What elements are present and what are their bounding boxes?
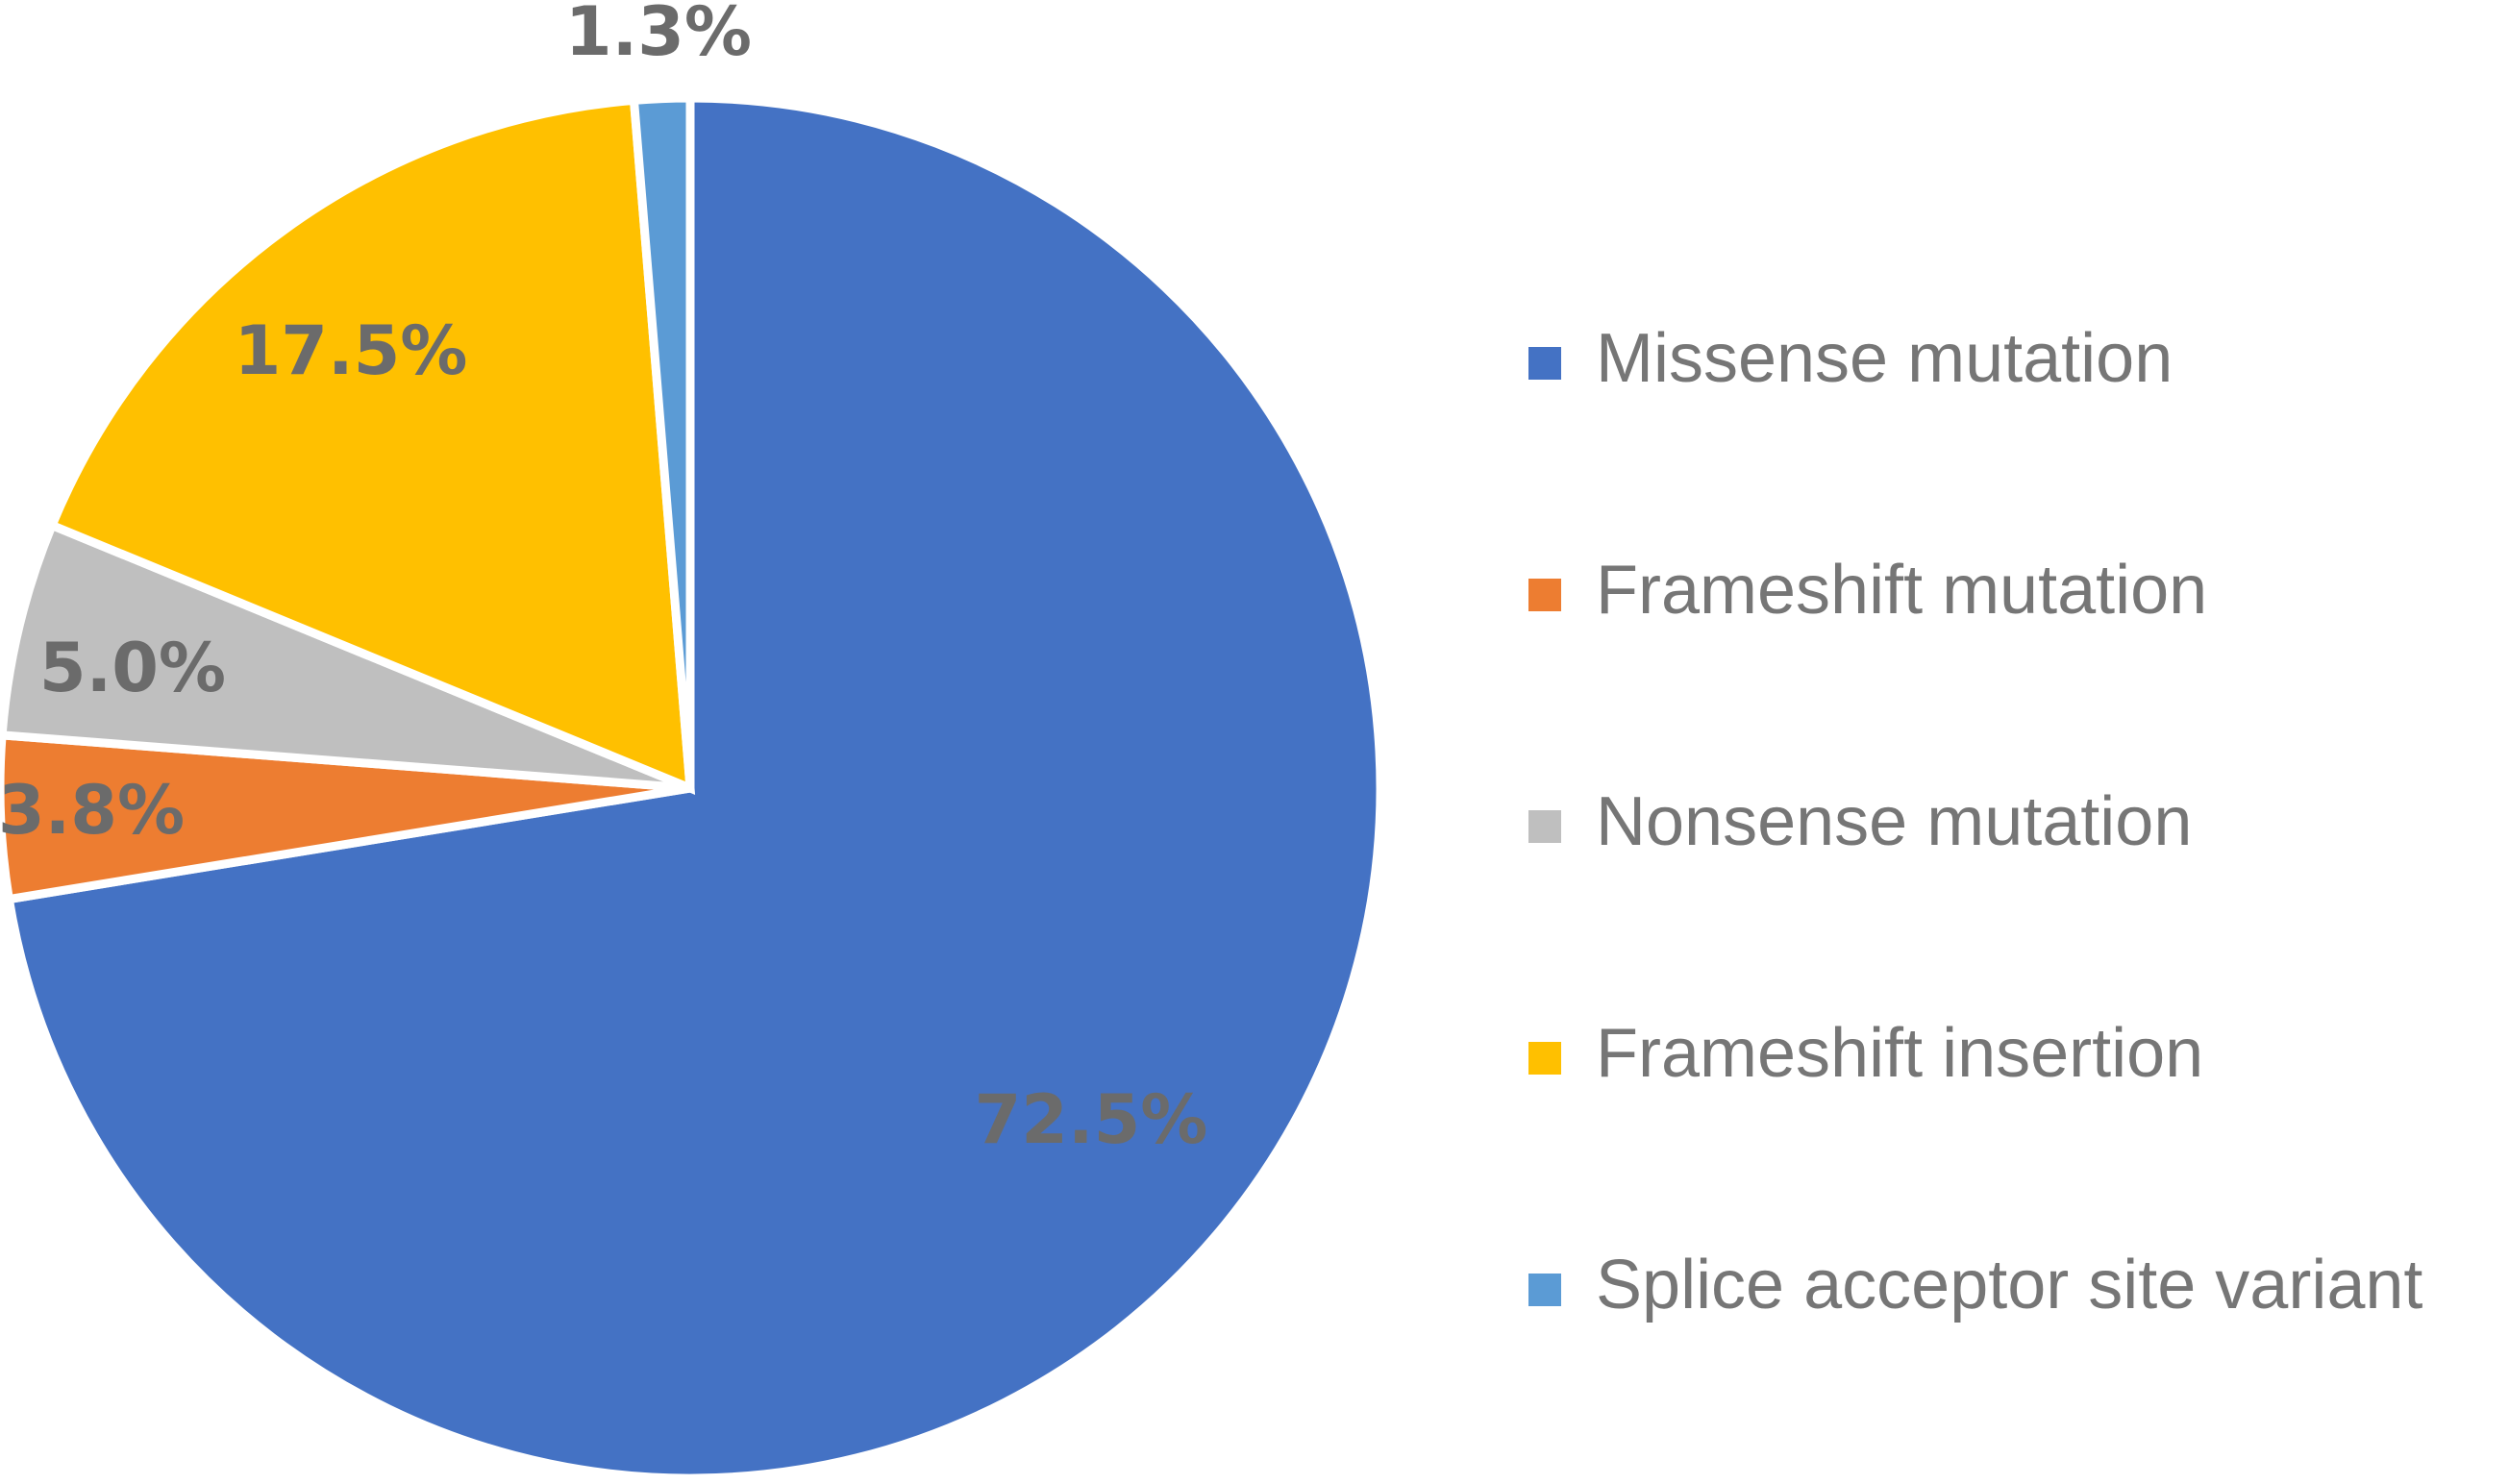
data-label-nonsense-mutation: 5.0% xyxy=(39,629,226,707)
legend-swatch-missense-mutation xyxy=(1528,347,1561,380)
data-label-frameshift-mutation: 3.8% xyxy=(0,771,185,850)
pie-slice-splice-acceptor-site-variant xyxy=(629,93,695,789)
legend-item-splice-acceptor-site-variant: Splice acceptor site variant xyxy=(1528,1247,2422,1323)
legend: Missense mutation Frameshift mutation Nons… xyxy=(1528,320,2422,1323)
legend-item-frameshift-insertion: Frameshift insertion xyxy=(1528,1015,2203,1092)
legend-label-frameshift-mutation: Frameshift mutation xyxy=(1596,552,2207,629)
legend-swatch-splice-acceptor-site-variant xyxy=(1528,1274,1561,1306)
pie-slices xyxy=(0,93,1385,1483)
legend-swatch-nonsense-mutation xyxy=(1528,810,1561,843)
pie-data-labels: 72.5% 3.8% 5.0% 17.5% 1.3% xyxy=(0,0,1207,1159)
data-label-splice-acceptor-site-variant: 1.3% xyxy=(565,0,752,71)
data-label-missense-mutation: 72.5% xyxy=(975,1080,1208,1159)
legend-item-frameshift-mutation: Frameshift mutation xyxy=(1528,552,2207,629)
legend-swatch-frameshift-mutation xyxy=(1528,579,1561,611)
legend-label-splice-acceptor-site-variant: Splice acceptor site variant xyxy=(1596,1247,2422,1323)
data-label-frameshift-insertion: 17.5% xyxy=(235,311,468,390)
legend-item-missense-mutation: Missense mutation xyxy=(1528,320,2173,397)
pie-slice-nonsense-mutation xyxy=(0,519,692,793)
legend-item-nonsense-mutation: Nonsense mutation xyxy=(1528,783,2192,860)
pie-slice-frameshift-insertion xyxy=(46,95,696,795)
legend-swatch-frameshift-insertion xyxy=(1528,1042,1561,1075)
pie-slice-missense-mutation xyxy=(4,93,1385,1483)
legend-label-missense-mutation: Missense mutation xyxy=(1596,320,2173,397)
legend-label-frameshift-insertion: Frameshift insertion xyxy=(1596,1015,2203,1092)
legend-label-nonsense-mutation: Nonsense mutation xyxy=(1596,783,2192,860)
